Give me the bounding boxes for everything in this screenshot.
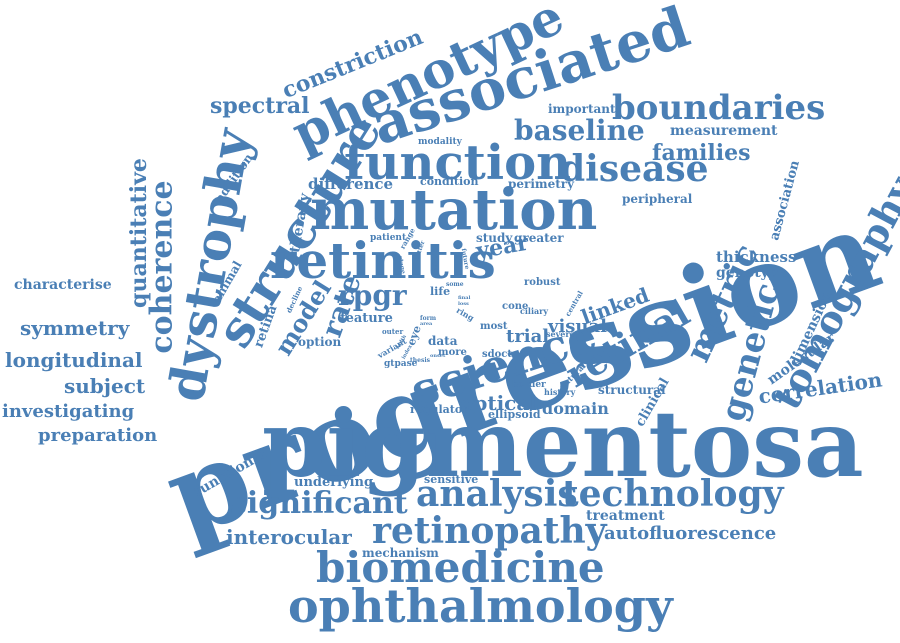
word-perimetry: perimetry xyxy=(508,178,574,190)
word-families: families xyxy=(652,142,750,164)
word-spectral: spectral xyxy=(210,95,310,117)
word-significant: significant xyxy=(230,489,408,519)
word-sdoct: sdoct xyxy=(482,350,512,360)
word-underlying: underlying xyxy=(294,476,373,489)
word-thesis: thesis xyxy=(410,358,430,364)
word-genotype: genotype xyxy=(716,266,788,280)
word-baseline: baseline xyxy=(514,117,645,145)
word-outer: outer xyxy=(382,328,403,335)
word-important: important xyxy=(548,103,616,115)
word-subject: subject xyxy=(64,376,145,396)
word-difference: difference xyxy=(308,177,393,192)
word-interocular: interocular xyxy=(226,527,352,547)
word-robust: robust xyxy=(524,278,560,288)
word-border: border xyxy=(512,381,546,390)
word-regulator: regulator xyxy=(410,404,468,415)
word-trial: trial xyxy=(506,328,549,346)
word-longitudinal: longitudinal xyxy=(5,350,143,370)
word-study: study xyxy=(476,232,512,244)
word-domain: domain xyxy=(542,401,609,417)
word-condition: condition xyxy=(420,176,479,187)
word-ellipsoid: ellipsoid xyxy=(488,409,541,420)
word-sensitive: sensitive xyxy=(424,474,478,485)
word-treatment: treatment xyxy=(586,509,665,523)
word-severe: severe xyxy=(546,330,575,338)
word-most: most xyxy=(480,322,508,332)
word-measurement: measurement xyxy=(670,124,778,138)
word-ciliary: ciliary xyxy=(520,307,548,315)
word-area: area xyxy=(420,322,432,327)
word-mechanism: mechanism xyxy=(362,547,439,559)
word-ring: ring xyxy=(455,306,475,322)
word-modality: modality xyxy=(418,138,462,147)
word-quantitative: quantitative xyxy=(128,158,150,308)
word-coherence: coherence xyxy=(148,180,178,353)
word-thickness: thickness xyxy=(716,250,796,265)
word-autofluorescence: autofluorescence xyxy=(604,525,776,543)
word-feature: feature xyxy=(340,312,393,325)
word-loss: loss xyxy=(458,302,469,307)
word-data: data xyxy=(428,335,457,347)
word-technology: technology xyxy=(562,476,784,512)
word-symmetry: symmetry xyxy=(20,318,129,338)
word-preparation: preparation xyxy=(38,427,157,445)
word-history: history xyxy=(544,388,575,396)
word-option: option xyxy=(298,336,341,348)
word-characterise: characterise xyxy=(14,278,112,292)
word-biomedicine: biomedicine xyxy=(316,547,605,589)
word-some: some xyxy=(446,282,464,288)
word-onset: onset xyxy=(430,354,445,359)
word-investigating: investigating xyxy=(2,403,134,421)
word-greater: greater xyxy=(514,232,564,244)
word-peripheral: peripheral xyxy=(622,193,692,205)
